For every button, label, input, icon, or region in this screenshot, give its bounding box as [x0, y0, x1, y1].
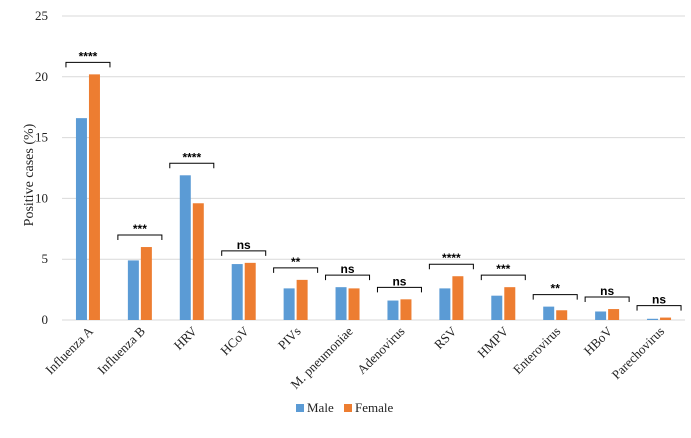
x-tick-label: Influenza B [94, 323, 148, 377]
x-tick-label: HBoV [581, 323, 616, 358]
significance-bracket [169, 162, 215, 169]
bar-male-influenza-b [127, 260, 139, 320]
bar-male-hrv [179, 175, 191, 320]
bar-male-hbov [595, 311, 607, 320]
y-tick-label: 5 [42, 251, 49, 266]
legend-label-female: Female [355, 400, 393, 415]
significance-bracket [117, 234, 163, 241]
bar-male-pivs [283, 288, 295, 320]
significance-label: **** [79, 49, 98, 63]
bar-female-rsv [452, 276, 464, 320]
significance-bracket [273, 267, 319, 273]
bar-male-hcov [231, 264, 243, 320]
significance-label: *** [496, 262, 510, 276]
legend-label-male: Male [307, 400, 334, 415]
legend: Male Female [296, 400, 393, 415]
significance-bracket [584, 296, 630, 303]
bar-female-enterovirus [556, 310, 568, 320]
bar-male-parechovirus [647, 318, 659, 320]
significance-label: ns [652, 293, 666, 307]
bar-male-influenza-a [75, 118, 87, 320]
y-tick-label: 20 [35, 69, 48, 84]
y-tick-label: 25 [35, 8, 48, 23]
y-axis-ticks: 0 5 10 15 20 25 [35, 8, 48, 327]
significance-label: ns [237, 238, 251, 252]
significance-bracket [532, 294, 578, 300]
significance-label: ns [341, 262, 355, 276]
bar-female-adenovirus [400, 299, 412, 320]
bar-female-influenza-a [88, 74, 100, 320]
significance-bracket [480, 274, 526, 281]
x-tick-label: HCoV [217, 323, 252, 358]
y-axis-title: Positive cases (%) [22, 123, 37, 226]
x-tick-label: Parechovirus [609, 324, 668, 383]
significance-label: **** [442, 251, 461, 265]
significance-bracket [325, 274, 371, 281]
significance-bracket [221, 250, 267, 256]
significance-label: ns [600, 284, 614, 298]
x-tick-label: PIVs [275, 324, 304, 353]
significance-label: **** [182, 150, 201, 164]
bar-female-hmpv [504, 287, 516, 320]
significance-bracket [636, 305, 682, 311]
bar-male-rsv [439, 288, 451, 320]
y-tick-label: 15 [35, 130, 48, 145]
bar-female-m-pneumoniae [348, 288, 360, 320]
bar-female-hrv [192, 203, 204, 320]
bar-male-adenovirus [387, 300, 399, 320]
y-tick-label: 0 [42, 312, 49, 327]
legend-swatch-female [344, 404, 352, 412]
significance-bracket [428, 263, 474, 270]
y-tick-label: 10 [35, 190, 48, 205]
x-tick-label: HMPV [474, 323, 512, 361]
bar-female-hbov [608, 309, 620, 320]
bar-male-hmpv [491, 295, 503, 320]
x-tick-label: Adenovirus [354, 324, 408, 378]
x-tick-label: HRV [171, 323, 201, 353]
bar-female-parechovirus [660, 317, 672, 320]
gridlines [62, 15, 685, 321]
significance-bracket [65, 61, 111, 68]
bar-female-influenza-b [140, 247, 152, 320]
significance-bracket [376, 286, 422, 293]
bar-male-m-pneumoniae [335, 287, 347, 320]
x-tick-label: RSV [431, 323, 460, 352]
significance-label: ns [392, 274, 406, 288]
bar-male-enterovirus [543, 306, 555, 320]
bar-female-pivs [296, 279, 308, 320]
x-tick-label: Influenza A [42, 323, 96, 377]
bar-female-hcov [244, 262, 256, 320]
significance-label: *** [133, 222, 147, 236]
legend-swatch-male [296, 404, 304, 412]
x-tick-label: Enterovirus [510, 324, 563, 377]
significance-label: ** [291, 255, 301, 269]
bars [75, 74, 672, 320]
significance-label: ** [551, 282, 561, 296]
